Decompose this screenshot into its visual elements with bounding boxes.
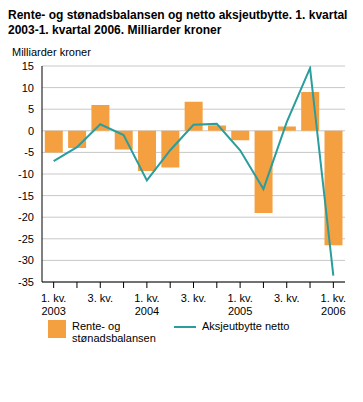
svg-text:-20: -20 — [18, 211, 34, 223]
svg-text:-15: -15 — [18, 190, 34, 202]
svg-text:1. kv.2005: 1. kv.2005 — [227, 292, 252, 317]
svg-text:1. kv.2006: 1. kv.2006 — [321, 292, 346, 317]
svg-text:1. kv.2003: 1. kv.2003 — [41, 292, 66, 317]
html-text:Aksjeutbytte netto: Aksjeutbytte netto — [202, 320, 290, 332]
svg-text:-10: -10 — [18, 168, 34, 180]
svg-text:5: 5 — [28, 103, 34, 115]
svg-text:-30: -30 — [18, 254, 34, 266]
svg-text:15: 15 — [22, 60, 34, 72]
svg-text:10: 10 — [22, 82, 34, 94]
html-text:Rente- og stønadsbalansen: Rente- og stønadsbalansen — [72, 320, 156, 344]
html-text:Rente- og stønadsbalansen og n: Rente- og stønadsbalansen og netto aksje… — [8, 8, 348, 37]
svg-text:3. kv.: 3. kv. — [88, 292, 113, 304]
svg-text:3. kv.: 3. kv. — [181, 292, 206, 304]
svg-text:-5: -5 — [24, 146, 34, 158]
svg-text:-35: -35 — [18, 276, 34, 288]
svg-text:-25: -25 — [18, 233, 34, 245]
svg-text:0: 0 — [28, 125, 34, 137]
html-text:Milliarder kroner: Milliarder kroner — [12, 46, 91, 58]
svg-text:1. kv.2004: 1. kv.2004 — [134, 292, 159, 317]
svg-text:3. kv.: 3. kv. — [274, 292, 299, 304]
